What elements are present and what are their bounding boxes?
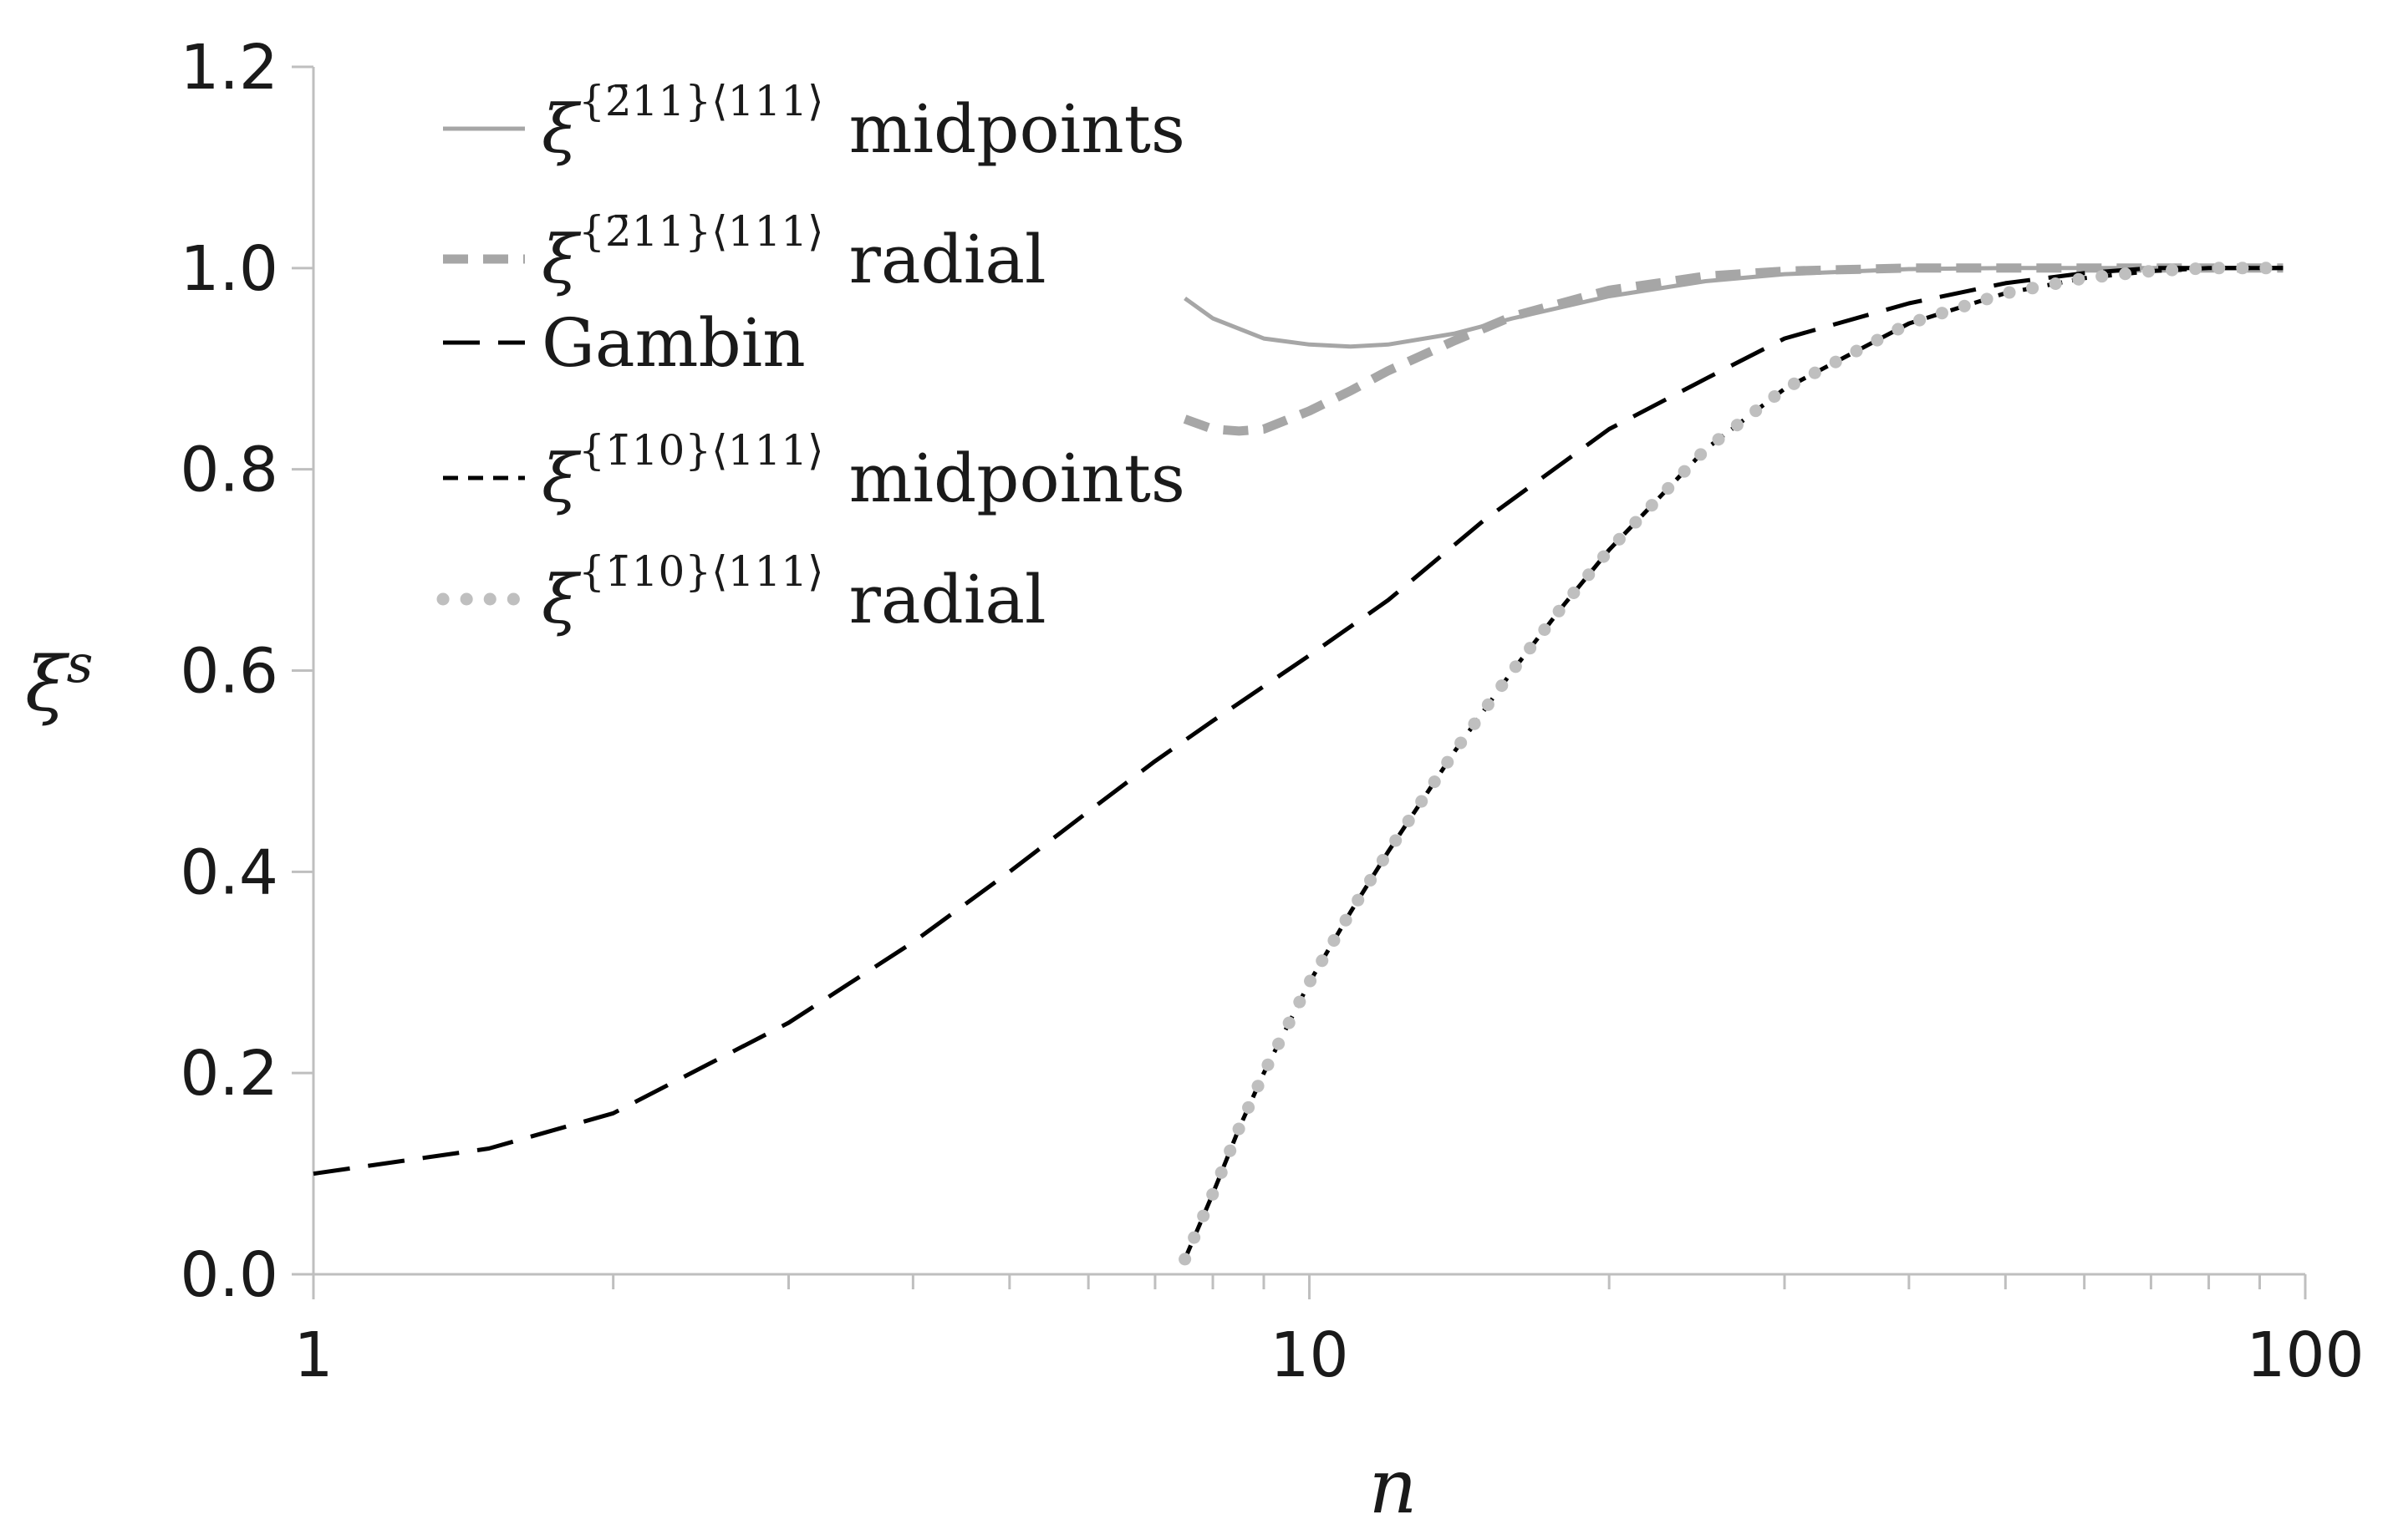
legend-symbol: ξ xyxy=(542,440,582,517)
legend-label-1: ξ{2̄11}⟨111⟩ radial xyxy=(542,207,1046,298)
series-line-1 xyxy=(1183,263,2284,436)
y-tick-label: 0.6 xyxy=(180,636,278,708)
legend-superscript: {2̄11}⟨111⟩ xyxy=(578,207,824,256)
x-tick-label: 1 xyxy=(293,1319,333,1391)
legend-text: midpoints xyxy=(849,90,1185,168)
legend-label-3: ξ{1̄10}⟨111⟩ midpoints xyxy=(542,426,1185,517)
legend-label-4: ξ{1̄10}⟨111⟩ radial xyxy=(542,547,1046,638)
legend-superscript: {1̄10}⟨111⟩ xyxy=(578,547,824,596)
y-tick-label: 0.8 xyxy=(180,435,278,506)
y-axis-title-sup: s xyxy=(67,633,94,694)
axis-titles: n ξs xyxy=(25,633,1417,1531)
legend-text: radial xyxy=(849,561,1046,638)
y-tick-label: 1.0 xyxy=(180,233,278,305)
legend-symbol: ξ xyxy=(542,221,582,298)
series-line-4 xyxy=(1179,262,2289,1266)
legend-superscript: {1̄10}⟨111⟩ xyxy=(578,426,824,475)
x-axis-title: n xyxy=(1369,1443,1418,1531)
series-line-0 xyxy=(1184,266,2284,349)
y-tick-label: 0.2 xyxy=(180,1038,278,1110)
y-axis-title: ξs xyxy=(25,633,93,729)
legend-text: Gambin xyxy=(542,304,806,382)
legend-label-0: ξ{2̄11}⟨111⟩ midpoints xyxy=(542,77,1185,168)
legend-symbol: ξ xyxy=(542,561,582,638)
x-tick-label: 100 xyxy=(2246,1319,2364,1391)
series-layer xyxy=(313,262,2289,1266)
legend-label-2: Gambin xyxy=(542,304,806,382)
y-axis-title-symbol: ξ xyxy=(25,641,70,729)
legend-text: radial xyxy=(849,221,1046,298)
series-line-3 xyxy=(1183,266,2284,1260)
y-tick-label: 0.4 xyxy=(180,836,278,908)
y-tick-label: 1.2 xyxy=(180,32,278,104)
legend-superscript: {2̄11}⟨111⟩ xyxy=(578,77,824,125)
legend-text: midpoints xyxy=(849,440,1185,517)
axes: 0.0 0.2 0.4 0.6 0.8 1.0 1.2 1 10 100 xyxy=(180,32,2364,1391)
y-tick-label: 0.0 xyxy=(180,1239,278,1311)
series-line-2 xyxy=(313,266,2284,1177)
x-tick-label: 10 xyxy=(1270,1319,1348,1391)
legend-symbol: ξ xyxy=(542,90,582,168)
